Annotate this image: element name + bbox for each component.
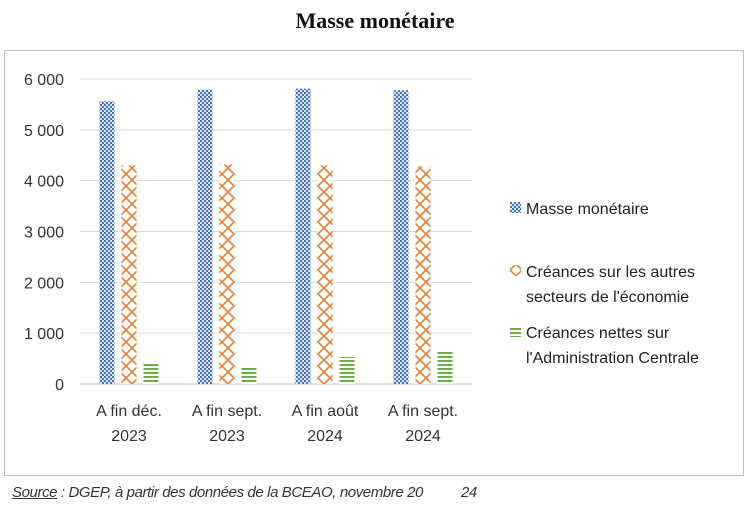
legend: Masse monétaire Créances sur les autres se…: [510, 201, 699, 367]
legend-label: Masse monétaire: [526, 201, 649, 218]
bar: [143, 362, 159, 384]
x-tick-label: 2024: [307, 428, 343, 445]
bar: [437, 351, 453, 384]
bar: [197, 89, 213, 385]
x-tick-label: A fin déc.: [96, 403, 162, 420]
x-tick-label: A fin août: [292, 403, 359, 420]
x-tick-label: 2023: [209, 428, 245, 445]
bar: [295, 88, 311, 385]
y-tick-label: 0: [55, 377, 64, 394]
bar: [317, 165, 333, 384]
y-axis: 0 1 000 2 000 3 000 4 000 5 000 6 000: [24, 72, 64, 394]
x-axis: A fin déc. 2023 A fin sept. 2023 A fin août 2…: [96, 403, 458, 445]
bar-chart: 0 1 000 2 000 3 000 4 000 5 000 6 000 A fin dé…: [24, 72, 699, 445]
legend-label: Créances sur les autres: [526, 264, 695, 281]
bar: [219, 164, 235, 384]
bar: [241, 366, 257, 384]
x-tick-label: 2023: [111, 428, 147, 445]
y-tick-label: 6 000: [24, 72, 64, 89]
legend-label: secteurs de l'économie: [526, 289, 689, 306]
legend-label: l'Administration Centrale: [526, 350, 699, 367]
y-tick-label: 1 000: [24, 326, 64, 343]
y-tick-label: 4 000: [24, 174, 64, 191]
chart-frame: [4, 50, 744, 476]
legend-swatch: [510, 265, 521, 276]
bar: [393, 90, 409, 384]
bar: [339, 357, 355, 384]
bar: [121, 165, 137, 384]
x-tick-label: A fin sept.: [388, 403, 458, 420]
source-label: Source: [12, 484, 58, 501]
legend-label: Créances nettes sur: [526, 325, 670, 342]
bar: [415, 166, 431, 384]
bar: [99, 101, 115, 384]
source-year-suffix: 24: [460, 484, 477, 501]
x-tick-label: A fin sept.: [192, 403, 262, 420]
y-tick-label: 2 000: [24, 275, 64, 292]
legend-swatch: [510, 202, 521, 213]
bars: [99, 88, 453, 385]
x-tick-label: 2024: [405, 428, 441, 445]
source-text: : DGEP, à partir des données de la BCEAO…: [57, 484, 423, 501]
source-note: Source : DGEP, à partir des données de l…: [12, 484, 477, 501]
gridlines: [80, 78, 472, 385]
chart-title: Masse monétaire: [295, 8, 455, 33]
legend-swatch: [510, 326, 521, 337]
y-tick-label: 5 000: [24, 123, 64, 140]
y-tick-label: 3 000: [24, 225, 64, 242]
